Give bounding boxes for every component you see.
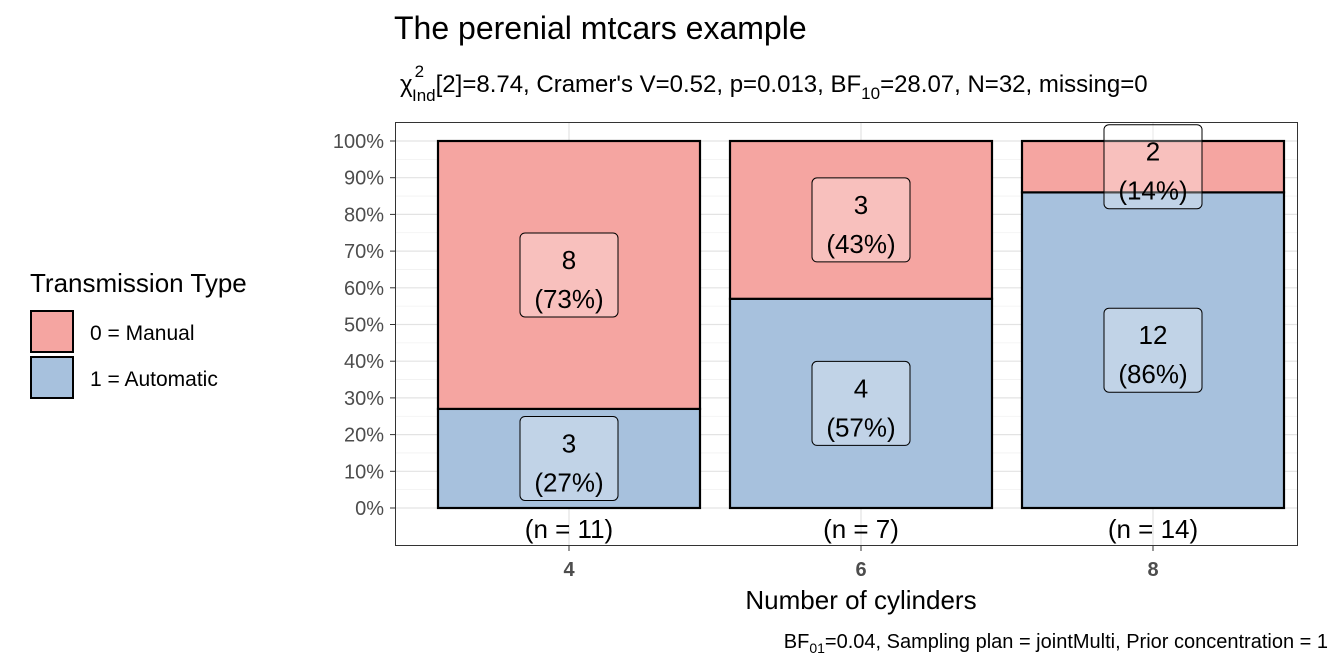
data-label-percent: (43%) — [826, 229, 895, 259]
y-tick-label: 60% — [344, 278, 384, 300]
y-tick-label: 100% — [333, 131, 384, 153]
bar-segment-manual-4 — [436, 139, 702, 411]
chart-title: The perenial mtcars example — [394, 10, 807, 46]
data-label-box — [1103, 307, 1203, 393]
legend: Transmission Type 0 = Manual 1 = Automat… — [30, 268, 247, 399]
subtitle-chi: χ — [400, 71, 413, 98]
data-label-box — [1103, 124, 1203, 210]
x-axis: 4 6 8 — [563, 546, 1159, 581]
y-tick-label: 30% — [344, 388, 384, 410]
label-layer: 3 (27%) 8 (73%) (n = 11) 4 (57%) 3 (43%) (n = 7) 1… — [519, 124, 1203, 544]
bar-segment-automatic-6 — [728, 297, 994, 510]
data-label-percent: (86%) — [1118, 359, 1187, 389]
bar-segment-manual-6 — [728, 139, 994, 300]
x-tick-label: 8 — [1147, 559, 1158, 581]
subtitle-main: [2]=8.74, Cramer's V=0.52, p=0.013, BF — [436, 71, 862, 98]
x-tick-label: 4 — [563, 559, 575, 581]
data-label-percent: (73%) — [534, 284, 603, 314]
x-axis-label: Number of cylinders — [745, 585, 976, 615]
chart-subtitle: χ 2 Ind[2]=8.74, Cramer's V=0.52, p=0.013,… — [400, 62, 1148, 105]
legend-key-automatic — [30, 356, 74, 399]
subtitle-chi-sup: 2 — [415, 62, 424, 81]
x-tick-label: 6 — [855, 559, 866, 581]
bar-segment-manual-8 — [1020, 139, 1286, 194]
subtitle-chi-sub: Ind — [412, 86, 436, 105]
data-label-count: 4 — [854, 373, 868, 403]
bar-segment-automatic-8 — [1020, 191, 1286, 510]
subtitle-bf-sub: 10 — [861, 84, 880, 103]
data-label-percent: (57%) — [826, 412, 895, 442]
y-tick-label: 20% — [344, 425, 384, 447]
caption-bf: BF — [784, 631, 810, 653]
legend-title: Transmission Type — [30, 268, 247, 298]
n-label: (n = 7) — [823, 514, 899, 544]
data-label-box — [519, 415, 619, 501]
y-axis: 0% 10% 20% 30% 40% 50% 60% 70% 80% 90% 100% — [333, 131, 395, 520]
data-label-count: 8 — [562, 245, 576, 275]
data-label-count: 3 — [562, 428, 576, 458]
y-tick-label: 10% — [344, 461, 384, 483]
bar-segment-automatic-4 — [436, 407, 702, 510]
legend-label-automatic: 1 = Automatic — [90, 368, 218, 391]
data-label-percent: (14%) — [1118, 176, 1187, 206]
n-label: (n = 14) — [1108, 514, 1198, 544]
y-tick-label: 70% — [344, 241, 384, 263]
data-label-count: 2 — [1146, 137, 1160, 167]
y-tick-label: 80% — [344, 204, 384, 226]
bar-layer — [436, 139, 1286, 510]
data-label-box — [519, 232, 619, 318]
data-label-percent: (27%) — [534, 467, 603, 497]
data-label-count: 12 — [1139, 320, 1168, 350]
data-label-count: 3 — [854, 190, 868, 220]
y-tick-label: 90% — [344, 168, 384, 190]
y-tick-label: 40% — [344, 351, 384, 373]
data-label-box — [811, 177, 911, 263]
legend-key-manual — [30, 310, 74, 353]
legend-label-manual: 0 = Manual — [90, 322, 195, 345]
subtitle-rest: =28.07, N=32, missing=0 — [880, 71, 1148, 98]
y-tick-label: 0% — [355, 498, 384, 520]
chart-caption: BF01=0.04, Sampling plan = jointMulti, P… — [784, 631, 1328, 656]
y-tick-label: 50% — [344, 315, 384, 337]
caption-bf-sub: 01 — [809, 640, 825, 656]
caption-rest: =0.04, Sampling plan = jointMulti, Prior… — [825, 631, 1328, 653]
data-label-box — [811, 360, 911, 446]
n-label: (n = 11) — [525, 514, 613, 544]
plot-panel — [395, 122, 1298, 546]
